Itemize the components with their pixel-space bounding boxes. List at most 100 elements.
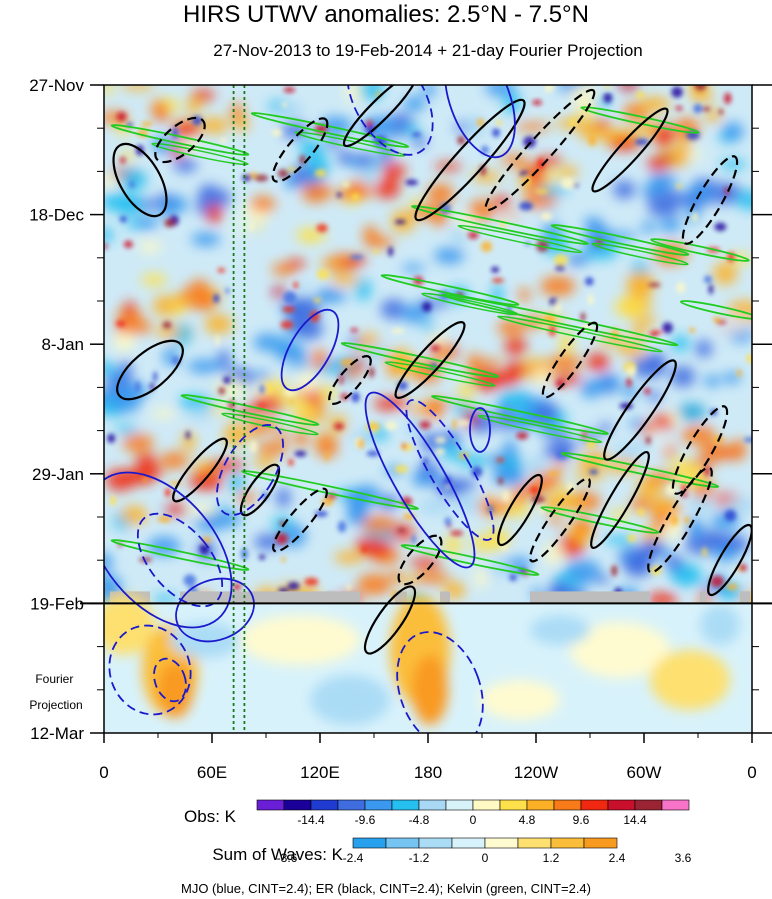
waves-colorbar-tick-label: 3.6 [675, 851, 692, 865]
obs-blob [315, 289, 348, 303]
obs-speck [519, 201, 533, 211]
missing-data-strip [530, 591, 650, 604]
obs-blob [356, 573, 392, 596]
obs-speck [491, 278, 504, 283]
obs-blob [168, 196, 188, 214]
obs-speck [275, 532, 289, 545]
mjo-contour [104, 471, 233, 629]
obs-blob [286, 259, 306, 269]
missing-data-strip [700, 591, 706, 604]
obs-blob [675, 569, 702, 582]
obs-speck [213, 293, 220, 303]
obs-speck [346, 584, 351, 592]
projection-label-line-2: Projection [29, 698, 82, 712]
obs-blob [719, 159, 747, 170]
mjo-contour [444, 85, 516, 159]
er-contour [671, 405, 729, 495]
obs-speck [688, 327, 696, 333]
er-contour [239, 463, 281, 517]
obs-blob [586, 352, 610, 372]
obs-speck [626, 376, 632, 388]
obs-speck [223, 376, 231, 384]
obs-speck [412, 132, 422, 137]
obs-blob [664, 555, 685, 572]
obs-speck [283, 86, 296, 93]
obs-speck [708, 283, 714, 295]
obs-blob [568, 257, 581, 266]
obs-speck [736, 369, 742, 377]
obs-blob [653, 513, 669, 530]
obs-colorbar-swatch [256, 799, 285, 811]
obs-speck [450, 530, 464, 536]
obs-blob [623, 556, 653, 578]
obs-speck [357, 438, 364, 449]
obs-colorbar-swatch [364, 799, 393, 811]
obs-speck [544, 85, 554, 93]
obs-speck [553, 254, 568, 266]
obs-blob [685, 518, 705, 538]
obs-blob [251, 394, 287, 412]
obs-blob [648, 172, 678, 187]
kelvin-contour [294, 131, 406, 157]
obs-speck [411, 534, 416, 545]
waves-colorbar-tick-label: -1.2 [409, 851, 430, 865]
waves-colorbar-swatch [385, 837, 420, 849]
obs-speck [718, 108, 724, 115]
obs-blob [633, 281, 651, 291]
obs-blob [608, 137, 642, 151]
obs-blob [204, 314, 233, 335]
x-tick-label: 180 [414, 763, 442, 782]
obs-blob [713, 261, 738, 286]
obs-speck [649, 332, 658, 337]
obs-blob [272, 285, 286, 299]
obs-colorbar-swatch [607, 799, 636, 811]
mjo-contour [136, 512, 224, 608]
obs-speck [693, 103, 703, 114]
er-contour [363, 585, 417, 655]
chart-subtitle: 27-Nov-2013 to 19-Feb-2014 + 21-day Four… [213, 41, 643, 60]
obs-speck [627, 534, 637, 542]
waves-colorbar-swatch [451, 837, 486, 849]
mjo-contour [175, 577, 255, 643]
er-contour [172, 437, 228, 503]
obs-blob [380, 298, 407, 320]
obs-blob [504, 337, 527, 356]
kelvin-contour [580, 106, 700, 134]
obs-blob [548, 354, 582, 372]
obs-speck [743, 437, 752, 443]
obs-speck [723, 92, 732, 105]
obs-blob [148, 466, 165, 476]
obs-blob [531, 471, 562, 490]
obs-blob [580, 379, 602, 399]
waves-colorbar-swatch [418, 837, 453, 849]
obs-speck [281, 556, 286, 563]
obs-blob [549, 515, 563, 526]
obs-blob [164, 502, 187, 516]
obs-speck [321, 498, 334, 506]
obs-blob [301, 182, 330, 203]
obs-blob [173, 158, 198, 173]
obs-speck [422, 301, 432, 312]
obs-speck [555, 264, 566, 271]
obs-blob [293, 406, 316, 418]
obs-blob [613, 443, 643, 459]
obs-blob [427, 183, 455, 205]
waves-colorbar-tick-label: 2.4 [609, 851, 626, 865]
obs-colorbar-swatch [418, 799, 447, 811]
obs-speck [337, 520, 347, 533]
obs-speck [316, 269, 330, 280]
mjo-contour [216, 424, 284, 516]
obs-blob [477, 500, 513, 514]
obs-blob [206, 203, 223, 224]
waves-colorbar-swatch [352, 837, 387, 849]
obs-speck [612, 327, 619, 340]
obs-speck [476, 118, 485, 127]
obs-speck [746, 353, 752, 364]
er-contour [414, 98, 526, 222]
obs-blobs-fine [104, 85, 752, 601]
obs-blob [434, 247, 465, 265]
obs-speck [703, 275, 713, 284]
kelvin-contour [241, 470, 419, 510]
obs-speck [467, 231, 479, 239]
er-contour [272, 487, 328, 553]
